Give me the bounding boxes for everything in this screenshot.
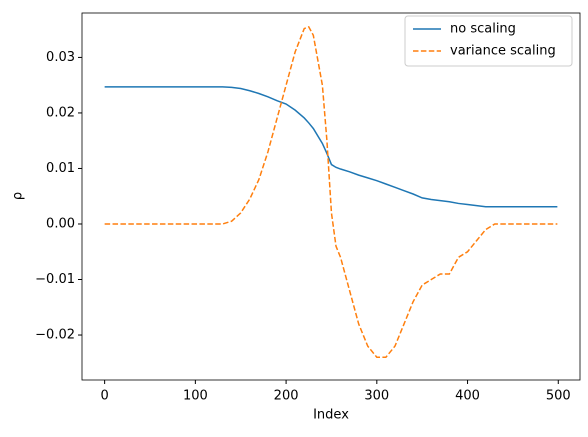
legend-label: variance scaling bbox=[450, 44, 556, 59]
y-tick-label: 0.02 bbox=[46, 105, 75, 120]
y-tick-label: 0.01 bbox=[46, 161, 75, 176]
x-tick-label: 400 bbox=[455, 389, 480, 404]
y-tick-label: 0.00 bbox=[46, 216, 75, 231]
x-tick-label: 500 bbox=[546, 389, 571, 404]
plot-frame bbox=[81, 12, 581, 381]
x-tick-label: 300 bbox=[364, 389, 389, 404]
x-axis-label: Index bbox=[313, 408, 349, 423]
legend-label: no scaling bbox=[450, 22, 516, 37]
legend-box bbox=[404, 15, 573, 67]
y-axis-label: ρ bbox=[11, 192, 26, 200]
y-tick-label: −0.02 bbox=[35, 328, 75, 343]
data-line bbox=[104, 25, 558, 358]
x-tick-label: 100 bbox=[183, 389, 208, 404]
y-tick-label: 0.03 bbox=[46, 50, 75, 65]
y-tick-label: −0.01 bbox=[35, 272, 75, 287]
data-line bbox=[104, 86, 558, 208]
x-tick-label: 200 bbox=[274, 389, 299, 404]
x-tick-label: 0 bbox=[100, 389, 108, 404]
